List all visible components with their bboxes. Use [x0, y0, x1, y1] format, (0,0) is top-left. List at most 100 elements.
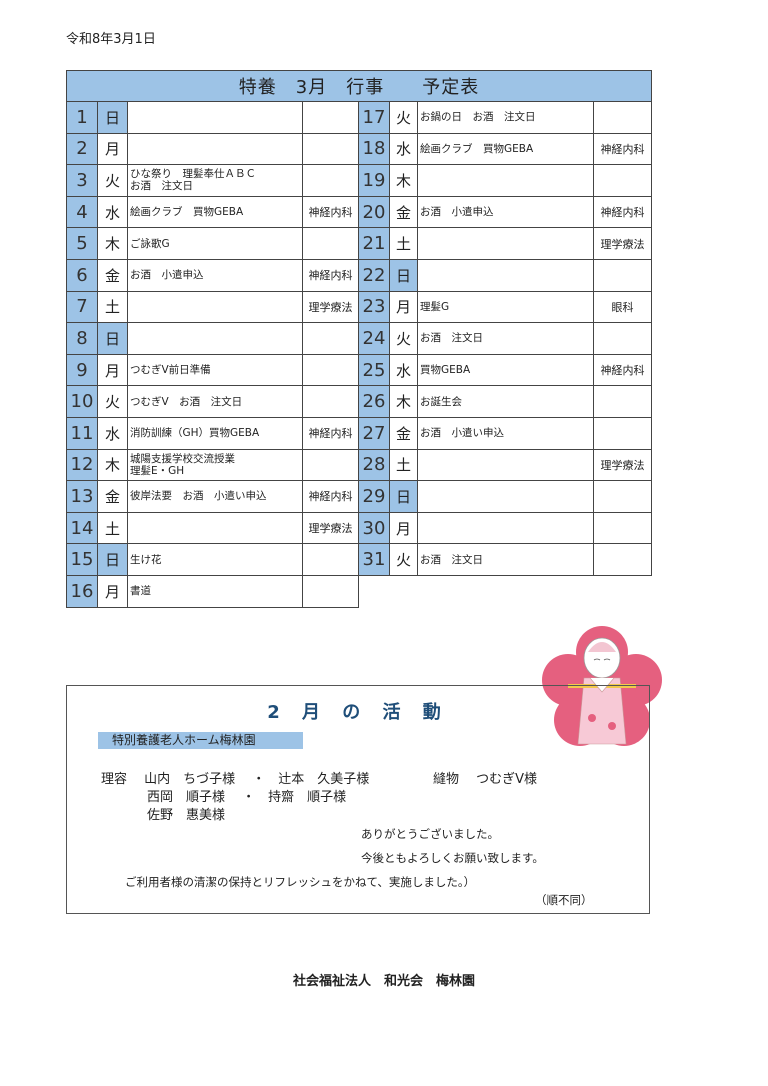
event-cell: 絵画クラブ 買物GEBA [127, 195, 303, 229]
event-cell [417, 164, 594, 197]
day-number: 18 [358, 132, 390, 166]
day-number: 30 [358, 511, 390, 545]
event-cell: 城陽支援学校交流授業 理髪E・GH [127, 448, 303, 482]
weekday: 金 [389, 416, 418, 450]
event-text: 彼岸法要 お酒 小遣い申込 [130, 490, 267, 503]
weekday: 月 [97, 574, 128, 608]
activities-title: 2 月 の 活 動 [267, 702, 449, 723]
schedule-row: 3 火ひな祭り 理髪奉仕ＡＢＣ お酒 注文日 19 木 [66, 164, 652, 197]
weekday: 土 [389, 448, 418, 482]
event-cell: ひな祭り 理髪奉仕ＡＢＣ お酒 注文日 [127, 164, 303, 197]
activities-box: 2 月 の 活 動 特別養護老人ホーム梅林園 理容 山内 ちづ子様 ・ 辻本 久… [66, 685, 650, 914]
clinic-cell [593, 543, 652, 576]
day-number: 10 [66, 385, 98, 418]
schedule-row: 8 日 24 火お酒 注文日 [66, 322, 652, 355]
schedule-row: 2 月 18 水絵画クラブ 買物GEBA 神経内科 [66, 132, 652, 166]
event-text: お酒 小遣申込 [420, 206, 494, 219]
event-text: お鍋の日 お酒 注文日 [420, 111, 536, 124]
barber-line-3: 佐野 惠美様 [147, 808, 226, 823]
event-text: 理髪G [420, 300, 450, 313]
clinic-cell [593, 258, 652, 292]
empty-cell [359, 575, 652, 607]
activity-note: ご利用者様の清潔の保持とリフレッシュをかねて、実施しました。） [125, 875, 476, 889]
event-cell: お鍋の日 お酒 注文日 [417, 101, 594, 134]
facility-label: 特別養護老人ホーム梅林園 [98, 732, 303, 749]
day-number: 28 [358, 448, 390, 482]
clinic-cell [302, 164, 359, 197]
schedule-row: 16 月書道 [66, 574, 652, 608]
day-number: 11 [66, 416, 98, 450]
event-cell: 書道 [127, 574, 303, 608]
weekday: 水 [97, 195, 128, 229]
weekday: 火 [97, 164, 128, 197]
weekday: 火 [389, 543, 418, 576]
weekday: 日 [97, 101, 128, 134]
clinic-cell [593, 416, 652, 450]
schedule-row: 15 日生け花 31 火お酒 注文日 [66, 543, 652, 576]
day-number: 16 [66, 574, 98, 608]
event-text: 絵画クラブ 買物GEBA [420, 142, 534, 155]
day-number: 12 [66, 448, 98, 482]
event-cell [127, 132, 303, 166]
clinic-cell: 眼科 [593, 290, 652, 324]
schedule-row: 4 水絵画クラブ 買物GEBA 神経内科 20 金お酒 小遣申込 神経内科 [66, 195, 652, 229]
weekday: 日 [97, 543, 128, 576]
event-text: 書道 [130, 585, 151, 598]
event-cell: ご詠歌G [127, 227, 303, 260]
event-cell: お酒 小遣申込 [127, 258, 303, 292]
event-cell [417, 480, 594, 513]
weekday: 金 [97, 258, 128, 292]
event-cell: 生け花 [127, 543, 303, 576]
event-cell: お酒 注文日 [417, 543, 594, 576]
day-number: 26 [358, 385, 390, 418]
schedule-row: 6 金お酒 小遣申込 神経内科 22 日 [66, 258, 652, 292]
weekday: 木 [389, 385, 418, 418]
weekday: 日 [389, 480, 418, 513]
clinic-cell: 神経内科 [302, 480, 359, 513]
event-cell: 買物GEBA [417, 353, 594, 387]
day-number: 22 [358, 258, 390, 292]
clinic-cell [302, 132, 359, 166]
barber-line-1: 理容 山内 ちづ子様 ・ 辻本 久美子様 [101, 772, 370, 787]
schedule-row: 7 土 理学療法 23 月理髪G 眼科 [66, 290, 652, 324]
clinic-cell [593, 322, 652, 355]
weekday: 木 [389, 164, 418, 197]
day-number: 3 [66, 164, 98, 197]
schedule-row: 14 土 理学療法 30 月 [66, 511, 652, 545]
day-number: 13 [66, 480, 98, 513]
day-number: 9 [66, 353, 98, 387]
day-number: 17 [358, 101, 390, 134]
clinic-cell [302, 227, 359, 260]
event-cell: 消防訓練（GH）買物GEBA [127, 416, 303, 450]
day-number: 27 [358, 416, 390, 450]
barber-line-2: 西岡 順子様 ・ 持齋 順子様 [147, 790, 347, 805]
weekday: 水 [389, 353, 418, 387]
schedule-row: 1 日 17 火お鍋の日 お酒 注文日 [66, 101, 652, 134]
clinic-cell: 神経内科 [593, 195, 652, 229]
event-text: つむぎV前日準備 [130, 364, 211, 377]
weekday: 金 [97, 480, 128, 513]
day-number: 31 [358, 543, 390, 576]
schedule-row: 11 水消防訓練（GH）買物GEBA 神経内科 27 金お酒 小遣い申込 [66, 416, 652, 450]
event-cell: 絵画クラブ 買物GEBA [417, 132, 594, 166]
day-number: 20 [358, 195, 390, 229]
schedule-row: 9 月つむぎV前日準備 25 水買物GEBA 神経内科 [66, 353, 652, 387]
event-text: ひな祭り 理髪奉仕ＡＢＣ [130, 168, 256, 181]
day-number: 14 [66, 511, 98, 545]
day-number: 5 [66, 227, 98, 260]
clinic-cell [302, 543, 359, 576]
clinic-cell [302, 385, 359, 418]
event-text: 絵画クラブ 買物GEBA [130, 206, 244, 219]
weekday: 木 [97, 448, 128, 482]
weekday: 火 [97, 385, 128, 418]
day-number: 25 [358, 353, 390, 387]
event-text: 消防訓練（GH）買物GEBA [130, 427, 260, 440]
day-number: 15 [66, 543, 98, 576]
event-text-2: お酒 注文日 [130, 180, 193, 193]
day-number: 19 [358, 164, 390, 197]
sewing-line: 縫物 つむぎV様 [433, 772, 538, 787]
clinic-cell: 神経内科 [302, 195, 359, 229]
clinic-cell: 神経内科 [302, 258, 359, 292]
day-number: 4 [66, 195, 98, 229]
schedule-title: 特養 3月 行事 予定表 [66, 70, 652, 102]
